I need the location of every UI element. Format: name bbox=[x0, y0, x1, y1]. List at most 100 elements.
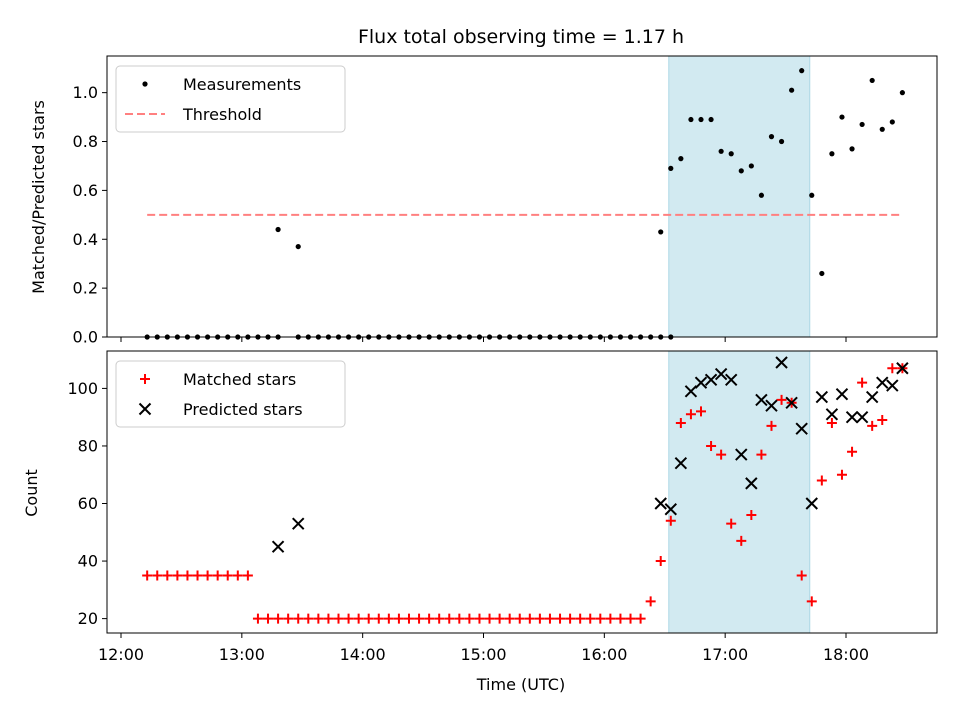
matched-stars-point bbox=[595, 613, 606, 624]
series-measurements bbox=[144, 68, 905, 340]
y-tick-label: 0.8 bbox=[73, 132, 98, 151]
matched-stars-point bbox=[605, 613, 616, 624]
matched-stars-point bbox=[484, 613, 495, 624]
matched-stars-point bbox=[152, 570, 163, 581]
matched-stars-point bbox=[696, 406, 706, 417]
matched-stars-point bbox=[575, 613, 586, 624]
matched-stars-point bbox=[333, 613, 344, 624]
predicted-stars-point bbox=[785, 396, 798, 410]
matched-stars-point bbox=[414, 613, 425, 624]
matched-stars-point bbox=[202, 570, 213, 581]
matched-stars-point bbox=[857, 377, 868, 388]
predicted-stars-point bbox=[805, 497, 818, 510]
matched-stars-point bbox=[796, 570, 807, 581]
matched-stars-point bbox=[303, 613, 314, 624]
measurement-point bbox=[778, 138, 785, 145]
predicted-stars-point bbox=[886, 379, 899, 392]
x-tick-label: 12:00 bbox=[98, 645, 144, 664]
predicted-stars-point bbox=[896, 362, 909, 375]
matched-stars-point bbox=[887, 363, 898, 374]
measurement-point bbox=[698, 116, 704, 123]
y-tick-label: 20 bbox=[78, 609, 98, 628]
matched-stars-point bbox=[182, 570, 193, 581]
predicted-stars-point bbox=[725, 373, 738, 386]
measurement-point bbox=[768, 134, 775, 140]
predicted-stars-point bbox=[271, 540, 285, 553]
legend-marker-plus bbox=[140, 374, 150, 384]
predicted-stars-point bbox=[654, 497, 667, 510]
matched-stars-point bbox=[192, 570, 203, 581]
measurement-point bbox=[819, 270, 825, 277]
measurement-point bbox=[728, 151, 734, 157]
legend-label: Threshold bbox=[182, 105, 262, 124]
series-predicted-stars bbox=[271, 356, 909, 553]
observing-window-span bbox=[668, 56, 810, 337]
measurement-point bbox=[275, 226, 281, 233]
matched-stars-point bbox=[706, 440, 717, 451]
matched-stars-point bbox=[283, 613, 294, 624]
predicted-stars-point bbox=[745, 477, 758, 490]
matched-stars-point bbox=[383, 613, 394, 624]
matched-stars-point bbox=[323, 613, 334, 624]
matched-stars-point bbox=[716, 449, 727, 460]
predicted-stars-point bbox=[775, 356, 788, 369]
predicted-stars-point bbox=[694, 376, 708, 389]
x-tick-label: 14:00 bbox=[340, 645, 386, 664]
x-tick-label: 13:00 bbox=[219, 645, 265, 664]
matched-stars-point bbox=[746, 510, 757, 521]
matched-stars-point bbox=[393, 613, 404, 624]
matched-stars-point bbox=[836, 469, 847, 480]
predicted-stars-point bbox=[664, 503, 677, 516]
measurement-point bbox=[809, 192, 815, 198]
matched-stars-point bbox=[585, 613, 596, 624]
matched-stars-point bbox=[172, 570, 183, 581]
y-tick-label: 60 bbox=[78, 494, 98, 513]
x-tick-label: 15:00 bbox=[460, 645, 506, 664]
matched-stars-point bbox=[675, 417, 686, 428]
predicted-stars-point bbox=[704, 373, 718, 386]
matched-stars-point bbox=[162, 570, 173, 581]
matched-stars-point bbox=[877, 415, 888, 426]
measurement-point bbox=[738, 168, 744, 174]
matched-stars-point bbox=[343, 613, 354, 624]
y-tick-label: 0.0 bbox=[73, 328, 98, 347]
matched-stars-point bbox=[252, 613, 263, 624]
predicted-stars-point bbox=[714, 367, 728, 381]
legend: Measurements Threshold bbox=[115, 65, 346, 133]
predicted-stars-point bbox=[735, 448, 748, 461]
measurement-point bbox=[849, 146, 855, 152]
matched-stars-point bbox=[212, 570, 223, 581]
matched-stars-point bbox=[776, 394, 787, 405]
measurement-point bbox=[789, 87, 795, 93]
measurement-point bbox=[668, 165, 674, 171]
measurement-point bbox=[718, 148, 724, 154]
legend-box bbox=[115, 65, 346, 133]
matched-stars-point bbox=[816, 475, 827, 486]
chart-title: Flux total observing time = 1.17 h bbox=[358, 26, 684, 48]
predicted-stars-point bbox=[674, 457, 688, 470]
y-tick-label: 40 bbox=[78, 552, 98, 571]
axes-frame bbox=[106, 55, 938, 338]
matched-stars-point bbox=[766, 420, 777, 431]
matched-stars-point bbox=[655, 556, 666, 567]
matched-stars-point bbox=[454, 613, 465, 624]
legend-label: Predicted stars bbox=[183, 400, 303, 419]
predicted-stars-point bbox=[825, 408, 839, 421]
y-tick-label: 0.2 bbox=[73, 279, 98, 298]
predicted-stars-point bbox=[835, 387, 849, 401]
matched-stars-point bbox=[373, 613, 384, 624]
measurement-point bbox=[295, 243, 301, 250]
matched-stars-point bbox=[474, 613, 485, 624]
matched-stars-point bbox=[565, 613, 576, 624]
measurement-point bbox=[678, 156, 684, 162]
y-axis-label: Matched/Predicted stars bbox=[29, 100, 48, 294]
matched-stars-point bbox=[726, 518, 737, 529]
matched-stars-point bbox=[635, 613, 646, 624]
measurement-point bbox=[748, 163, 754, 169]
matched-stars-point bbox=[494, 613, 505, 624]
x-tick-label: 17:00 bbox=[702, 645, 748, 664]
matched-stars-point bbox=[685, 409, 696, 420]
predicted-stars-point bbox=[765, 399, 778, 412]
y-tick-label: 1.0 bbox=[73, 83, 98, 102]
matched-stars-point bbox=[142, 570, 153, 581]
